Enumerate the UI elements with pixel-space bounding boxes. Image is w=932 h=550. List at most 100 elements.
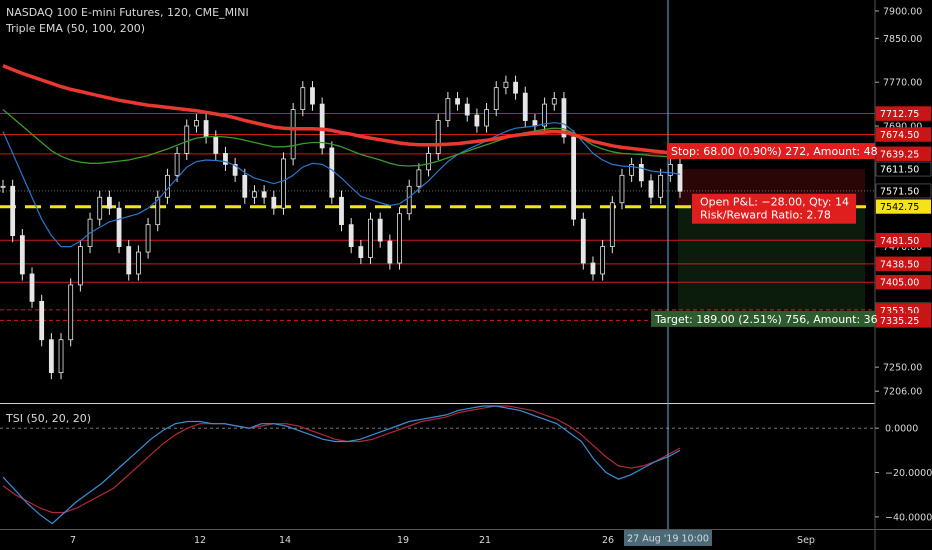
level-tag-label: 7674.50 xyxy=(880,130,919,141)
time-tick-label: 12 xyxy=(194,535,206,546)
candle-body xyxy=(667,163,673,176)
time-tick-label: 26 xyxy=(602,535,614,546)
time-tick-label: Sep xyxy=(797,535,815,546)
candle-body xyxy=(609,202,615,247)
candle-body xyxy=(203,120,209,138)
level-tag xyxy=(875,313,932,328)
level-tag xyxy=(875,233,932,248)
tsi-title: TSI (50, 20, 20) xyxy=(6,412,92,425)
candle-body xyxy=(135,251,141,275)
candle-body xyxy=(590,262,596,275)
candle-body xyxy=(493,87,499,110)
candle-body xyxy=(542,103,547,127)
candle-body xyxy=(232,163,238,176)
candle-body xyxy=(619,174,625,204)
candle-body xyxy=(68,284,74,341)
level-tag-label: 7611.50 xyxy=(880,165,919,176)
level-tag-label: 7571.50 xyxy=(880,186,919,197)
candle-body xyxy=(329,147,335,198)
candle-body xyxy=(77,246,83,286)
candle-body xyxy=(339,196,344,226)
candle-body xyxy=(464,103,470,116)
rr-label: Risk/Reward Ratio: 2.78 xyxy=(700,209,831,222)
ema100-line xyxy=(2,109,681,167)
candle-body xyxy=(300,87,306,110)
candle-body xyxy=(213,136,219,154)
indicator-title: Triple EMA (50, 100, 200) xyxy=(6,22,146,35)
candle-body xyxy=(368,218,373,258)
candle-body xyxy=(561,98,567,138)
candle-body xyxy=(455,98,460,105)
candle-body xyxy=(629,163,635,176)
candle-body xyxy=(387,240,393,264)
level-tag-label: 7405.00 xyxy=(880,278,919,289)
candle-body xyxy=(242,174,248,198)
level-tag xyxy=(875,127,932,142)
candle-body xyxy=(39,300,45,341)
price-tick-label: 7770.00 xyxy=(883,78,922,89)
candle-body xyxy=(571,136,577,220)
candle-body xyxy=(29,273,35,302)
level-tag-label: 7438.50 xyxy=(880,259,919,270)
candle-body xyxy=(638,163,644,182)
candle-body xyxy=(358,246,364,258)
candle-body xyxy=(174,153,180,176)
candle-body xyxy=(435,120,441,154)
price-tick-label: 7470.00 xyxy=(883,242,922,253)
candle-body xyxy=(658,174,664,198)
candle-body xyxy=(252,191,257,198)
level-tag xyxy=(875,146,932,162)
pnl-label: Open P&L: −28.00, Qty: 14 xyxy=(700,196,849,209)
crosshair-time-box xyxy=(624,530,712,546)
target-zone xyxy=(678,206,865,310)
candle-body xyxy=(165,174,170,198)
candle-body xyxy=(19,235,25,275)
price-tick-label: 7206.00 xyxy=(883,387,922,398)
tsi-signal-line xyxy=(2,405,681,514)
candle-body xyxy=(97,196,103,220)
candle-body xyxy=(377,218,383,242)
candle-body xyxy=(522,92,528,121)
level-tag-label: 7481.50 xyxy=(880,236,919,247)
price-tick-label: 7690.00 xyxy=(883,122,922,133)
level-tag-label: 7335.25 xyxy=(880,316,919,327)
candle-body xyxy=(484,109,489,127)
ema50-line xyxy=(2,122,681,248)
candle-body xyxy=(416,169,422,187)
tsi-tick-label: −40.0000 xyxy=(885,512,932,523)
price-tick-label: 7250.00 xyxy=(883,363,922,374)
candle-body xyxy=(145,224,151,253)
time-tick-label: 19 xyxy=(397,535,409,546)
time-tick-label: 7 xyxy=(70,535,76,546)
candle-body xyxy=(10,185,16,237)
time-tick-label: 14 xyxy=(279,535,291,546)
level-tag xyxy=(875,256,932,272)
candle-body xyxy=(126,246,132,275)
candle-body xyxy=(310,87,315,105)
tsi-tick-label: 0.0000 xyxy=(885,424,918,435)
tsi-tick-label: −20.0000 xyxy=(885,468,932,479)
candle-body xyxy=(184,125,190,154)
candle-body xyxy=(290,109,296,160)
candle-body xyxy=(281,158,286,209)
candle-body xyxy=(648,180,654,198)
candle-body xyxy=(319,103,325,149)
candle-body xyxy=(0,185,6,188)
candle-body xyxy=(426,153,431,171)
target-label-box xyxy=(651,310,875,327)
entry-price-tag xyxy=(876,199,931,214)
ema200-line xyxy=(2,64,681,156)
crosshair-time-label: 27 Aug '19 10:00 xyxy=(627,534,709,545)
level-tag-label: 7353.50 xyxy=(880,306,919,317)
candle-body xyxy=(155,196,161,226)
candle-body xyxy=(223,153,228,165)
price-tick-label: 7900.00 xyxy=(883,6,922,17)
candle-body xyxy=(271,196,277,209)
candle-body xyxy=(551,98,557,105)
entry-price-label: 7542.75 xyxy=(880,202,919,213)
pnl-box xyxy=(692,193,856,224)
price-tick-label: 7850.00 xyxy=(883,34,922,45)
candle-body xyxy=(503,81,509,89)
candle-body xyxy=(513,81,518,94)
